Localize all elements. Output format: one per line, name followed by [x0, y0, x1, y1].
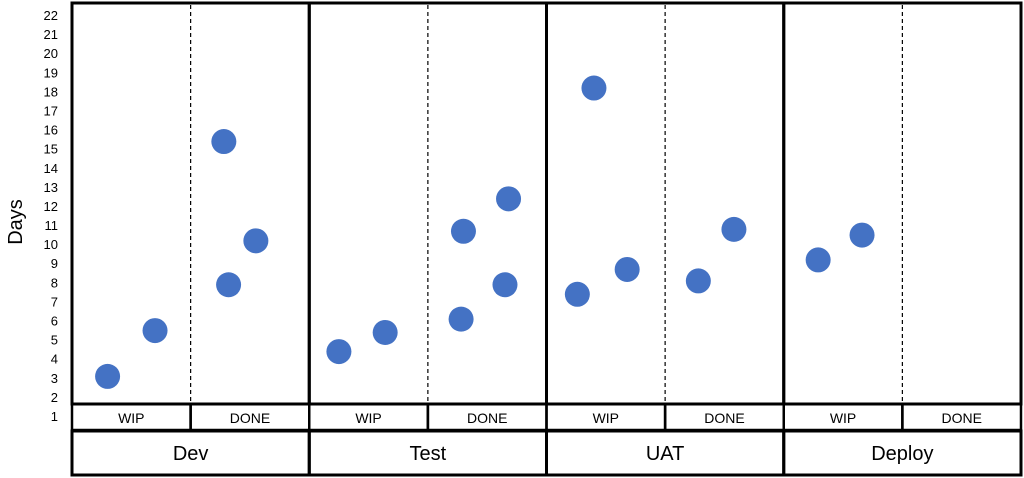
column-label: DONE	[467, 410, 507, 426]
data-point	[211, 129, 237, 155]
column-label: DONE	[704, 410, 744, 426]
y-tick-label: 20	[44, 46, 58, 61]
data-point	[216, 272, 242, 298]
data-point	[95, 363, 121, 389]
data-point	[564, 281, 590, 307]
y-tick-label: 10	[44, 237, 58, 252]
stage-label: Test	[410, 443, 447, 465]
y-tick-label: 14	[44, 161, 58, 176]
y-tick-label: 11	[45, 218, 59, 233]
y-axis-label: Days	[5, 199, 27, 245]
y-tick-label: 5	[51, 333, 58, 348]
data-point	[614, 256, 640, 282]
data-point	[849, 222, 875, 248]
data-point	[492, 272, 518, 298]
data-point	[450, 218, 476, 244]
y-tick-label: 15	[44, 142, 58, 157]
data-point	[581, 75, 607, 101]
data-point	[326, 339, 352, 365]
y-tick-label: 21	[44, 27, 58, 42]
y-tick-label: 2	[51, 390, 58, 405]
data-point	[372, 319, 398, 345]
y-tick-label: 6	[51, 314, 58, 329]
y-tick-label: 8	[51, 275, 58, 290]
column-label: WIP	[830, 410, 856, 426]
data-point	[685, 268, 711, 294]
y-tick-label: 1	[51, 409, 58, 424]
y-tick-label: 22	[44, 8, 58, 23]
y-tick-label: 9	[51, 256, 58, 271]
y-tick-label: 19	[44, 65, 58, 80]
plot-area: WIP DONE Dev WIP DONE Test WIP DONE UAT WIP DONE De…	[70, 1, 1023, 477]
stage-label-box	[782, 429, 1023, 477]
column-label: DONE	[941, 410, 981, 426]
data-point	[496, 186, 522, 212]
y-tick-label: 18	[44, 84, 58, 99]
column-label: WIP	[593, 410, 619, 426]
column-label: WIP	[355, 410, 381, 426]
y-tick-label: 3	[51, 371, 58, 386]
y-tick-label: 7	[51, 294, 58, 309]
y-tick-label: 4	[51, 352, 58, 367]
y-tick-label: 12	[44, 199, 58, 214]
column-label: DONE	[230, 410, 270, 426]
stage-label: Deploy	[871, 443, 933, 465]
data-point	[448, 306, 474, 332]
y-tick-label: 17	[44, 103, 58, 118]
data-point	[142, 318, 168, 344]
y-tick-label: 13	[44, 180, 58, 195]
y-tick-label: 16	[44, 123, 58, 138]
stage-label: UAT	[646, 443, 685, 465]
data-point	[243, 228, 269, 254]
stage-label: Dev	[173, 443, 209, 465]
data-point	[805, 247, 831, 273]
data-point	[721, 216, 747, 242]
column-label: WIP	[118, 410, 144, 426]
